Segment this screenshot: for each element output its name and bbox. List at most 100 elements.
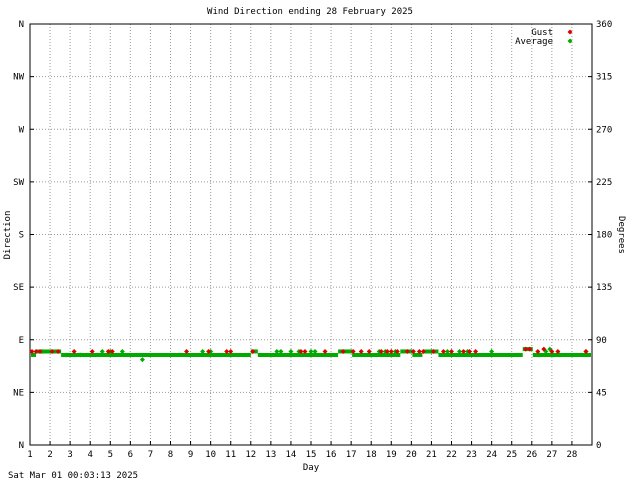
gust-point [55,348,61,354]
x-tick-label: 6 [128,450,133,460]
y-axis-right: 360 315 270 225 180 135 90 45 0 [588,20,612,451]
y-tick-label-right: 225 [596,178,612,188]
x-tick-label: 22 [446,450,457,460]
gust-point [440,348,446,354]
gust-point [378,348,384,354]
gust-point [224,348,230,354]
gust-point [410,348,416,354]
gust-point [29,348,35,354]
x-tick-label: 28 [567,450,578,460]
x-tick-label: 4 [88,450,93,460]
gust-point [523,346,529,352]
average-point [288,348,294,354]
average-point [200,348,206,354]
y-tick-label-left: SW [13,178,24,188]
gust-point [366,348,372,354]
y-tick-label-left: NE [13,388,24,398]
gust-point [384,348,390,354]
gust-point [416,348,422,354]
gust-point [404,348,410,354]
legend-marker-average [567,38,573,44]
gust-point [184,348,190,354]
chart-title: Wind Direction ending 28 February 2025 [207,7,413,17]
y-tick-label-right: 180 [596,231,612,241]
series-gust [29,346,589,354]
x-tick-label: 14 [286,450,297,460]
gust-point [302,348,308,354]
x-tick-label: 3 [67,450,72,460]
y-tick-label-left: N [19,441,24,451]
gust-point [49,348,55,354]
gust-point [535,348,541,354]
x-tick-label: 27 [546,450,557,460]
gust-point [394,348,400,354]
average-point [77,352,83,358]
gust-point [358,348,364,354]
x-axis-label: Day [303,463,320,473]
y-tick-label-right: 135 [596,283,612,293]
y-tick-label-right: 270 [596,125,612,135]
gust-point [250,348,256,354]
x-tick-label: 8 [168,450,173,460]
average-point [312,348,318,354]
x-tick-label: 19 [386,450,397,460]
gust-point [473,348,479,354]
gust-point [228,348,234,354]
x-tick-label: 26 [526,450,537,460]
y-tick-label-left: NW [13,73,24,83]
x-tick-label: 20 [406,450,417,460]
gust-point [449,348,454,354]
gust-point [206,348,212,354]
x-axis: 1 2 3 4 5 6 7 8 9 10 11 12 13 14 15 16 17 18 19 20 21 22 23 24 2… [27,441,577,460]
x-tick-label: 21 [426,450,437,460]
gust-point [549,348,555,354]
average-point [557,352,563,358]
gust-point [33,348,39,354]
gust-point [105,348,111,354]
x-tick-label: 1 [27,450,32,460]
gust-point [541,346,547,352]
x-tick-label: 18 [366,450,377,460]
x-tick-label: 5 [108,450,113,460]
average-point [537,352,543,358]
y-tick-label-right: 90 [596,336,607,346]
x-tick-label: 10 [205,450,216,460]
x-tick-label: 11 [225,450,236,460]
x-tick-label: 17 [346,450,357,460]
average-point [139,357,145,363]
average-point [551,352,557,358]
gust-point [322,348,328,354]
x-tick-label: 24 [486,450,497,460]
y-axis-label-right: Degrees [616,216,626,254]
average-point [278,348,284,354]
y-tick-label-right: 360 [596,20,612,30]
grid-lines [30,24,592,445]
y-tick-label-right: 0 [596,441,601,451]
x-tick-label: 7 [148,450,153,460]
y-axis-left: N NW W SW S SE E NE N [13,20,34,451]
legend-label-average: Average [515,37,553,47]
average-point [457,348,463,354]
y-tick-label-left: S [19,231,24,241]
gust-point [583,348,589,354]
gust-point [420,348,426,354]
x-tick-label: 16 [326,450,337,460]
gust-point [340,348,346,354]
average-point [63,352,69,358]
x-tick-label: 25 [506,450,517,460]
gust-point [89,348,95,354]
legend: Gust Average [515,28,573,47]
y-tick-label-right: 45 [596,388,607,398]
x-tick-label: 23 [466,450,477,460]
x-tick-label: 9 [188,450,193,460]
x-tick-label: 15 [306,450,317,460]
gust-point [467,348,473,354]
gust-point [461,348,467,354]
gust-point [430,348,436,354]
legend-label-gust: Gust [531,28,553,38]
gust-point [527,346,533,352]
average-point [274,348,280,354]
average-point [308,348,314,354]
timestamp: Sat Mar 01 00:03:13 2025 [8,471,138,480]
